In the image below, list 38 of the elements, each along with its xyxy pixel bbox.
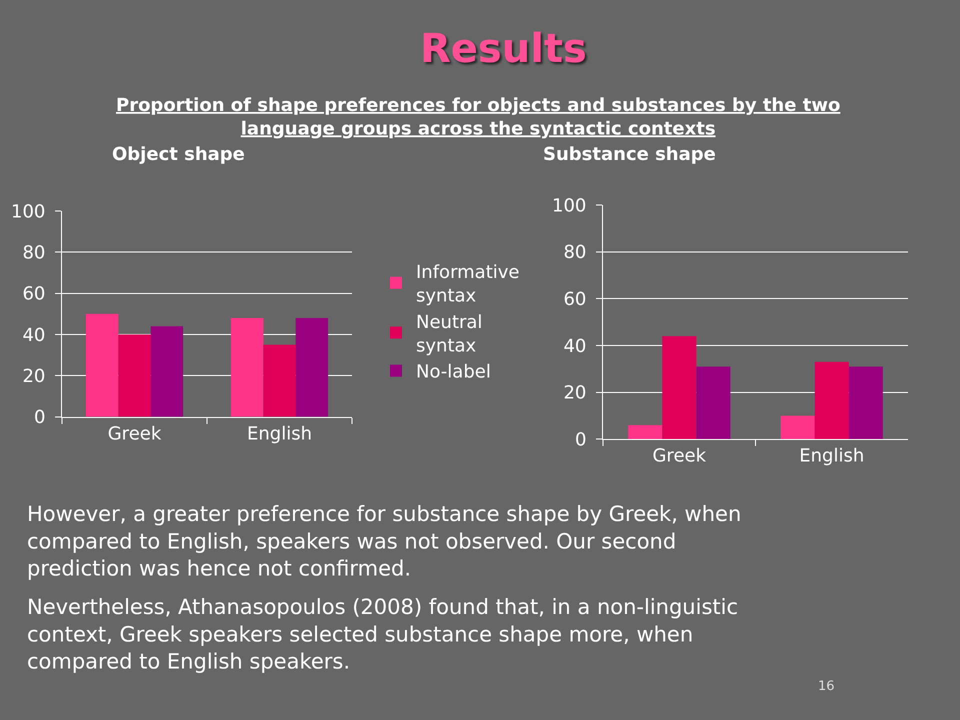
text: Results [420, 26, 587, 72]
bar [814, 362, 849, 440]
chart-title: Substance shape [543, 144, 716, 165]
bar [86, 314, 118, 417]
bar [118, 334, 151, 417]
y-tick-label: 80 [563, 242, 586, 264]
y-tick-label: 20 [563, 382, 586, 404]
text: Nevertheless, Athanasopoulos (2008) found that, in a non-linguistic context, Greek speakers selected substance shape more, when compared to English speakers. [27, 595, 738, 674]
bar [230, 318, 264, 417]
bar [780, 416, 815, 440]
bar [696, 366, 730, 440]
y-tick-label: 100 [11, 201, 46, 222]
legend-label: No-label [416, 362, 491, 383]
y-tick-label: 100 [552, 195, 586, 216]
y-tick-label: 20 [22, 366, 46, 387]
chart-title: Object shape [112, 144, 245, 165]
bar [848, 366, 883, 440]
bar [296, 318, 328, 417]
x-tick-label: English [799, 446, 864, 467]
bar [628, 425, 662, 440]
legend-label: Neutral syntax [416, 312, 482, 356]
y-tick-label: 0 [574, 429, 586, 450]
text: However, a greater preference for substance shape by Greek, when compared to English, speakers was not observed. Our second prediction was hence not confirmed. [27, 502, 742, 581]
bar [263, 344, 296, 417]
legend-label: Informative syntax [416, 262, 520, 307]
y-tick-label: 80 [22, 242, 46, 264]
x-tick-label: English [247, 423, 312, 444]
text: Proportion of shape preferences for objects and substances by the two language groups across the syntactic contexts [116, 95, 840, 140]
y-tick-label: 60 [563, 289, 586, 310]
bar [150, 326, 184, 417]
x-tick-label: Greek [108, 423, 162, 444]
y-tick-label: 40 [563, 336, 586, 357]
y-tick-label: 40 [22, 324, 46, 346]
text: 16 [818, 679, 835, 694]
bar [662, 336, 696, 440]
y-tick-label: 60 [22, 284, 46, 305]
y-tick-label: 0 [34, 407, 46, 428]
x-tick-label: Greek [652, 446, 707, 467]
